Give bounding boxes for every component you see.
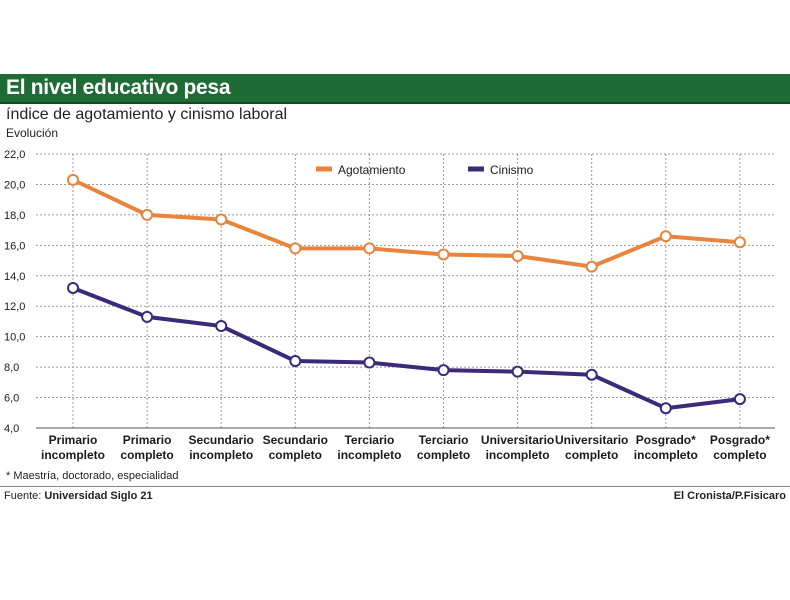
y-tick-label: 10,0 [4, 332, 25, 344]
y-tick-label: 18,0 [4, 210, 25, 222]
data-point-cinismo [67, 281, 79, 294]
data-point-agotamiento [511, 249, 524, 262]
chart-title: El nivel educativo pesa [6, 76, 231, 99]
data-point-cinismo [511, 365, 524, 378]
y-tick-label: 20,0 [4, 179, 25, 191]
x-tick-label: incompleto [189, 448, 253, 462]
footnote: * Maestría, doctorado, especialidad [6, 470, 179, 482]
x-tick-label: incompleto [337, 448, 401, 462]
x-tick-label: Universitario [555, 433, 628, 447]
y-tick-label: 14,0 [4, 271, 25, 283]
source-name: Universidad Siglo 21 [44, 490, 153, 502]
x-tick-label: completo [565, 448, 618, 462]
x-tick-label: Terciario [344, 433, 394, 447]
data-point-cinismo [659, 402, 672, 415]
y-tick-label: 6,0 [4, 393, 19, 405]
x-tick-label: completo [713, 448, 766, 462]
x-tick-label: incompleto [41, 448, 105, 462]
source-line: Fuente: Universidad Siglo 21 [4, 490, 153, 502]
credit: El Cronista/P.Fisicaro [673, 490, 786, 502]
y-tick-label: 22,0 [4, 149, 25, 161]
y-tick-label: 12,0 [4, 301, 25, 313]
x-tick-label: completo [120, 448, 173, 462]
data-point-agotamiento [437, 248, 450, 261]
data-point-cinismo [733, 393, 746, 406]
data-point-agotamiento [659, 230, 672, 243]
data-point-agotamiento [215, 213, 228, 226]
legend-label-agotamiento: Agotamiento [338, 163, 406, 177]
data-point-agotamiento [733, 236, 746, 249]
y-tick-label: 8,0 [4, 362, 19, 374]
y-tick-label: 16,0 [4, 240, 25, 252]
divider [0, 486, 790, 487]
data-point-cinismo [289, 355, 302, 368]
x-tick-label: completo [269, 448, 322, 462]
x-tick-label: Posgrado* [710, 433, 770, 447]
data-point-agotamiento [141, 208, 154, 221]
y-axis-label: Evolución [6, 126, 59, 140]
data-point-agotamiento [67, 173, 79, 186]
series-line-agotamiento [72, 178, 741, 269]
x-tick-label: Primario [49, 433, 98, 447]
data-point-cinismo [363, 356, 376, 369]
data-point-cinismo [141, 310, 154, 323]
y-tick-label: 4,0 [4, 423, 19, 435]
data-point-cinismo [585, 368, 598, 381]
chart-subtitle: índice de agotamiento y cinismo laboral [6, 106, 288, 123]
x-tick-label: incompleto [486, 448, 550, 462]
series-line-cinismo [72, 286, 741, 411]
data-point-agotamiento [585, 260, 598, 273]
data-point-agotamiento [289, 242, 302, 255]
x-tick-label: Secundario [263, 433, 328, 447]
legend-label-cinismo: Cinismo [490, 163, 534, 177]
x-tick-label: Posgrado* [636, 433, 696, 447]
data-point-agotamiento [363, 242, 376, 255]
x-tick-label: Universitario [481, 433, 554, 447]
title-banner: El nivel educativo pesa [0, 74, 790, 104]
x-tick-label: Secundario [189, 433, 254, 447]
x-tick-label: incompleto [634, 448, 698, 462]
data-point-cinismo [215, 320, 228, 333]
data-point-cinismo [437, 364, 450, 377]
x-tick-label: completo [417, 448, 470, 462]
source-label: Fuente: [4, 490, 42, 502]
x-tick-label: Terciario [419, 433, 469, 447]
x-tick-label: Primario [123, 433, 172, 447]
